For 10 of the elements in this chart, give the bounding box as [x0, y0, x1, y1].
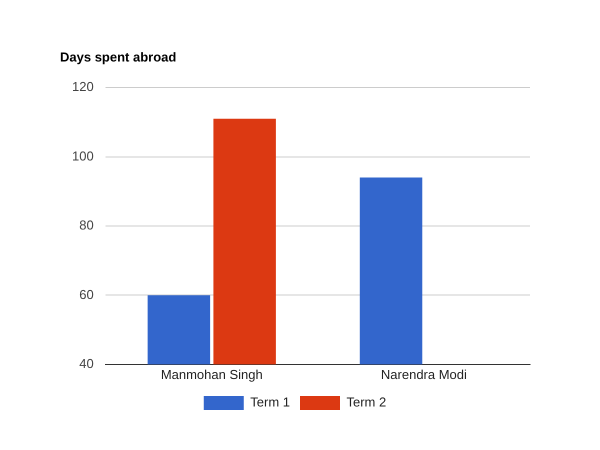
y-tick-label: 40 — [79, 356, 94, 371]
x-tick-label: Narendra Modi — [380, 366, 468, 382]
legend-label: Term 2 — [346, 394, 386, 410]
y-tick-label: 120 — [72, 79, 94, 94]
legend-label: Term 1 — [250, 394, 290, 410]
y-tick-label: 80 — [79, 218, 94, 233]
y-tick-label: 100 — [72, 148, 94, 164]
y-tick-label: 60 — [79, 286, 94, 302]
chart-title: Days spent abroad — [60, 49, 176, 64]
x-tick-label: Manmohan Singh — [160, 366, 263, 382]
